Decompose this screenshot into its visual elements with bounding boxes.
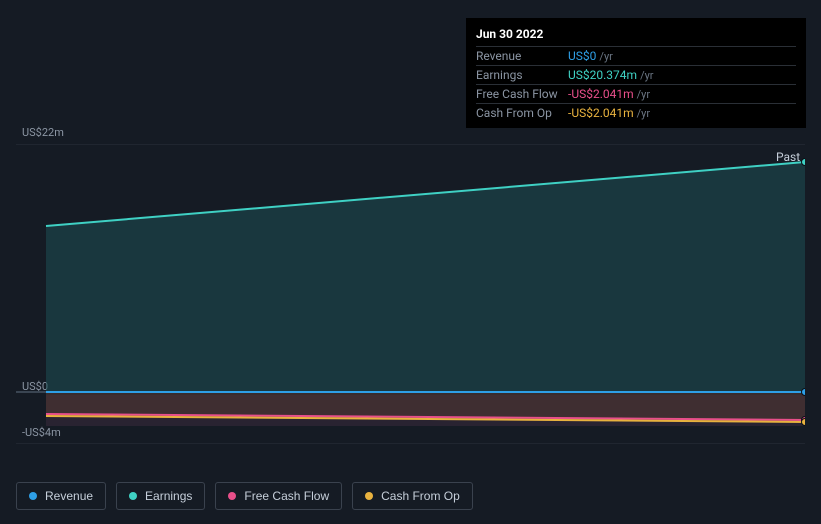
- legend-label: Revenue: [45, 489, 93, 503]
- legend-label: Free Cash Flow: [244, 489, 329, 503]
- tooltip-row-unit: /yr: [637, 107, 650, 120]
- legend-dot-icon: [29, 492, 37, 500]
- tooltip-row-value: US$20.374m: [568, 68, 637, 82]
- tooltip-row-label: Earnings: [476, 68, 568, 82]
- tooltip-row: Earnings US$20.374m /yr: [476, 65, 796, 84]
- tooltip-row-label: Revenue: [476, 49, 568, 63]
- tooltip-row-value: -US$2.041m: [568, 87, 634, 101]
- legend-item-revenue[interactable]: Revenue: [16, 482, 106, 510]
- legend-item-cash-from-op[interactable]: Cash From Op: [352, 482, 473, 510]
- legend-label: Cash From Op: [381, 489, 460, 503]
- tooltip-date: Jun 30 2022: [476, 24, 796, 46]
- tooltip-row-label: Free Cash Flow: [476, 87, 568, 101]
- financial-history-chart[interactable]: [16, 144, 805, 444]
- tooltip-row: Free Cash Flow -US$2.041m /yr: [476, 84, 796, 103]
- legend-dot-icon: [228, 492, 236, 500]
- chart-legend: Revenue Earnings Free Cash Flow Cash Fro…: [16, 482, 473, 510]
- tooltip-row-value: -US$2.041m: [568, 106, 634, 120]
- y-axis-label: US$22m: [22, 126, 64, 139]
- chart-tooltip: Jun 30 2022 Revenue US$0 /yr Earnings US…: [466, 18, 806, 128]
- legend-dot-icon: [129, 492, 137, 500]
- tooltip-row: Revenue US$0 /yr: [476, 46, 796, 65]
- legend-dot-icon: [365, 492, 373, 500]
- tooltip-row-unit: /yr: [599, 50, 612, 63]
- tooltip-row-unit: /yr: [640, 69, 653, 82]
- legend-item-earnings[interactable]: Earnings: [116, 482, 205, 510]
- chart-svg: [16, 144, 805, 444]
- tooltip-row-value: US$0: [568, 49, 596, 63]
- tooltip-row-label: Cash From Op: [476, 106, 568, 120]
- legend-label: Earnings: [145, 489, 192, 503]
- tooltip-row: Cash From Op -US$2.041m /yr: [476, 103, 796, 122]
- legend-item-free-cash-flow[interactable]: Free Cash Flow: [215, 482, 342, 510]
- tooltip-row-unit: /yr: [637, 88, 650, 101]
